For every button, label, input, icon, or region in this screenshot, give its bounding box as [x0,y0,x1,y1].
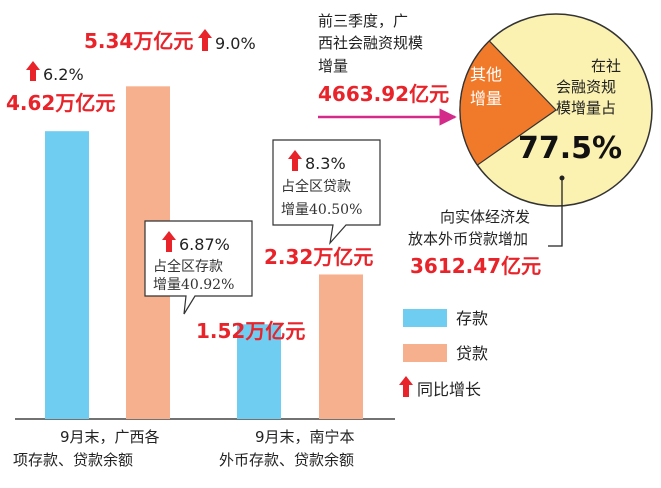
growth-text: 6.2% [43,65,84,84]
callout-growth: 8.3% [305,154,346,173]
legend-swatch-loan [403,344,447,362]
pie-main-label-1: 在社 [591,57,621,75]
bar-value-label: 2.32万亿元 [264,245,373,269]
pie-main-percent: 77.5% [518,131,622,166]
legend-swatch-deposit [403,309,447,327]
bar-nanning-deposit [237,324,281,419]
pie-chart: 其他 增量 在社 会融资规 模增量占 77.5% [459,13,653,207]
pie-main-label-2: 会融资规 [556,78,616,96]
pie-bottom-text-2: 放本外币贷款增加 [408,230,528,248]
bar-guangxi-deposit [45,131,89,419]
pie-other-label-2: 增量 [470,89,502,108]
bar-value-label: 5.34万亿元 [84,29,193,53]
up-arrow-icon [399,376,413,397]
pie-bottom-leader [548,178,563,247]
callout-line2: 增量40.92% [153,277,234,293]
category-label: 9月末，广西各 [60,428,160,446]
pie-slice-other [459,40,557,166]
pie-bottom-value: 3612.47亿元 [410,254,541,278]
up-arrow-icon [198,29,212,51]
legend-label-loan: 贷款 [456,344,488,363]
legend-label-growth: 同比增长 [417,380,481,399]
pie-bottom-text-1: 向实体经济发 [440,208,530,226]
growth-text: 9.0% [215,34,256,53]
category-label: 项存款、贷款余额 [13,451,133,469]
growth-label-guangxi-deposit: 6.2% [26,61,84,84]
bar-nanning-loan [319,274,363,419]
pie-top-text-1: 前三季度，广 [318,12,408,30]
up-arrow-icon [288,150,302,171]
pie-top-text-2: 西社会融资规模 [318,34,423,52]
bar-value-label: 4.62万亿元 [6,91,115,115]
pie-top-value: 4663.92亿元 [318,82,449,106]
callout-line2: 增量40.50% [281,202,362,218]
legend: 存款 贷款 同比增长 [399,309,488,399]
legend-label-deposit: 存款 [456,309,488,328]
callout-line1: 占全区贷款 [281,178,351,195]
callout-nanning-loan: 8.3% 占全区贷款 增量40.50% [272,139,381,245]
callout-nanning-deposit: 6.87% 占全区存款 增量40.92% [144,220,253,315]
pie-main-label-3: 模增量占 [556,99,616,117]
pie-top-text-3: 增量 [318,57,348,75]
up-arrow-icon [162,231,176,252]
growth-label-guangxi-loan: 9.0% [198,29,256,53]
callout-line1: 占全区存款 [153,258,223,275]
category-label: 9月末，南宁本 [255,428,355,446]
category-label: 外币存款、贷款余额 [219,451,354,469]
pie-other-label-1: 其他 [470,65,502,84]
up-arrow-icon [26,61,40,81]
callout-growth: 6.87% [179,235,230,254]
bar-value-label: 1.52万亿元 [196,319,305,343]
